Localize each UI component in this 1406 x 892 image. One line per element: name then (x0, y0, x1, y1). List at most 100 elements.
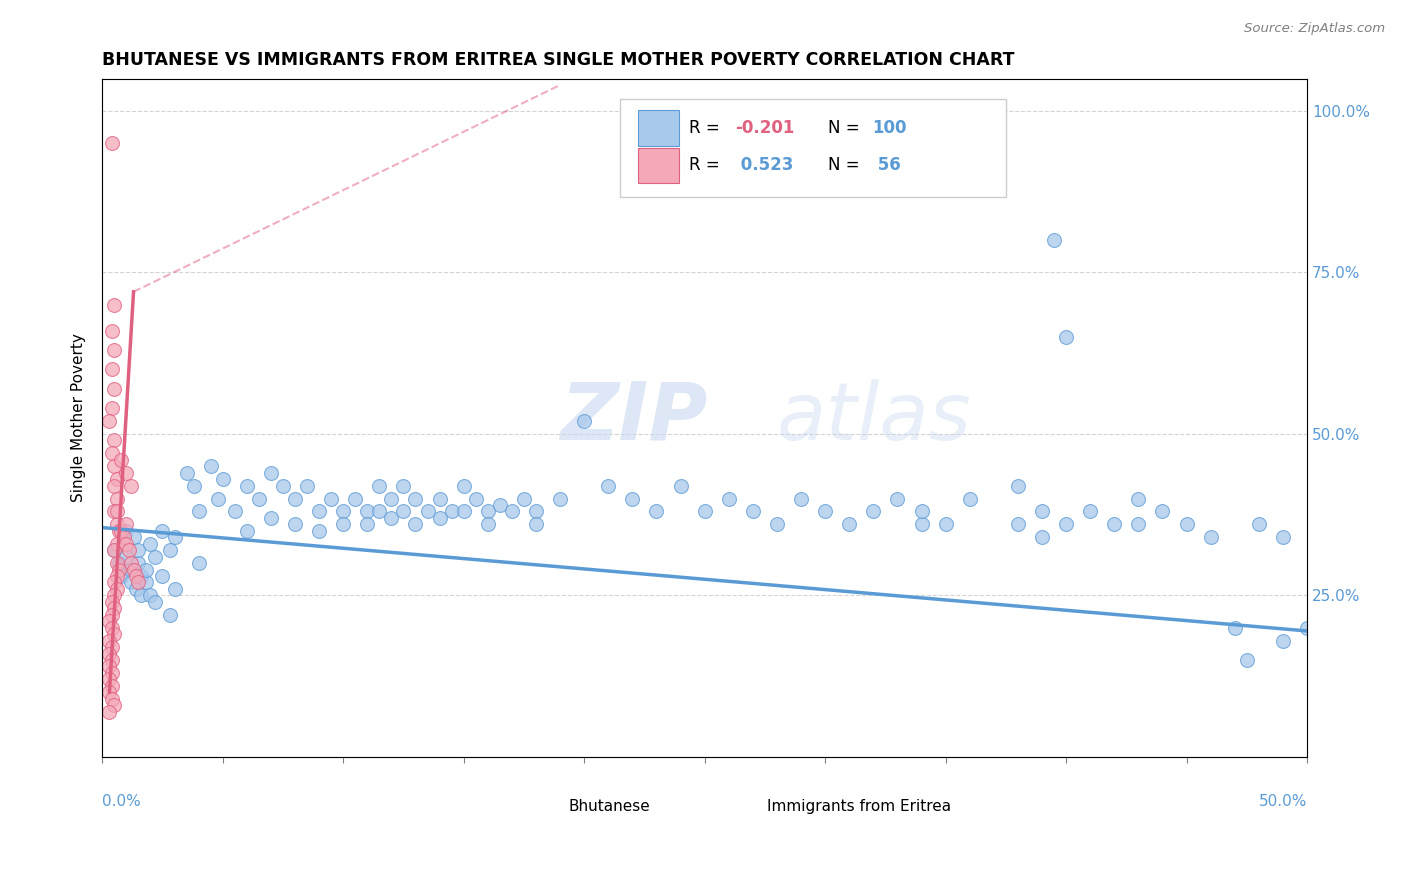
Point (187, 504, 209, 518)
Point (98, 414, 121, 428)
Point (152, 524, 174, 538)
Point (621, 491, 644, 506)
Point (1271, 633, 1294, 648)
Point (129, 569, 152, 583)
Point (886, 491, 908, 506)
Point (1223, 621, 1246, 635)
Text: ZIP: ZIP (560, 379, 707, 457)
Point (115, 466, 138, 480)
Text: Immigrants from Eritrea: Immigrants from Eritrea (768, 799, 952, 814)
Point (224, 504, 246, 518)
Point (1247, 517, 1270, 532)
Point (103, 504, 125, 518)
Point (105, 537, 128, 551)
Point (814, 504, 837, 518)
Point (101, 595, 124, 609)
Point (105, 556, 128, 570)
Point (524, 504, 547, 518)
Point (548, 491, 571, 506)
Point (122, 530, 145, 544)
Point (453, 478, 475, 492)
Point (120, 575, 142, 590)
Point (139, 537, 162, 551)
Point (1078, 504, 1101, 518)
Point (741, 504, 763, 518)
Point (477, 504, 499, 518)
Point (159, 607, 181, 622)
FancyBboxPatch shape (727, 792, 761, 821)
FancyBboxPatch shape (620, 99, 1005, 197)
Point (98, 614, 121, 628)
Text: Bhutanese: Bhutanese (568, 799, 650, 814)
Point (766, 517, 789, 532)
Point (380, 511, 402, 525)
Point (115, 524, 138, 538)
Point (105, 582, 128, 596)
Point (108, 556, 131, 570)
Point (127, 556, 149, 570)
Text: 0.0%: 0.0% (103, 794, 141, 809)
Point (332, 504, 354, 518)
Point (1031, 530, 1053, 544)
Point (110, 452, 132, 467)
Point (464, 491, 486, 506)
Point (356, 517, 378, 532)
Point (1296, 621, 1319, 635)
Point (1152, 504, 1174, 518)
Point (1271, 530, 1294, 544)
Point (501, 504, 523, 518)
Point (118, 543, 141, 558)
Point (404, 517, 426, 532)
Point (1031, 504, 1053, 518)
Point (143, 595, 166, 609)
Point (112, 530, 135, 544)
Point (790, 491, 813, 506)
Point (693, 504, 716, 518)
Point (103, 478, 125, 492)
Point (122, 563, 145, 577)
Point (910, 504, 932, 518)
Point (98, 705, 121, 719)
Point (368, 504, 391, 518)
Point (115, 549, 138, 564)
Text: Source: ZipAtlas.com: Source: ZipAtlas.com (1244, 22, 1385, 36)
Point (103, 627, 125, 641)
Point (101, 653, 124, 667)
Point (236, 478, 259, 492)
Point (103, 382, 125, 396)
Point (120, 563, 142, 577)
Text: atlas: atlas (778, 379, 972, 457)
Point (838, 517, 860, 532)
Point (356, 504, 378, 518)
Point (103, 298, 125, 312)
Point (101, 324, 124, 338)
Point (247, 491, 270, 506)
Point (105, 472, 128, 486)
Point (110, 569, 132, 583)
Point (103, 343, 125, 357)
Point (332, 517, 354, 532)
Text: -0.201: -0.201 (735, 120, 794, 137)
Point (1175, 517, 1198, 532)
Point (98, 647, 121, 661)
Point (120, 556, 142, 570)
Point (98, 659, 121, 673)
Text: 56: 56 (872, 156, 901, 175)
Point (103, 575, 125, 590)
Point (98, 633, 121, 648)
Point (103, 434, 125, 448)
Point (284, 491, 307, 506)
Point (101, 621, 124, 635)
Text: N =: N = (828, 156, 865, 175)
Text: N =: N = (828, 120, 865, 137)
Point (135, 575, 157, 590)
Point (344, 491, 367, 506)
Point (176, 466, 198, 480)
Point (187, 556, 209, 570)
Point (129, 588, 152, 602)
Y-axis label: Single Mother Poverty: Single Mother Poverty (72, 334, 86, 502)
FancyBboxPatch shape (638, 111, 679, 145)
Point (135, 563, 157, 577)
Point (101, 640, 124, 654)
Point (260, 466, 283, 480)
